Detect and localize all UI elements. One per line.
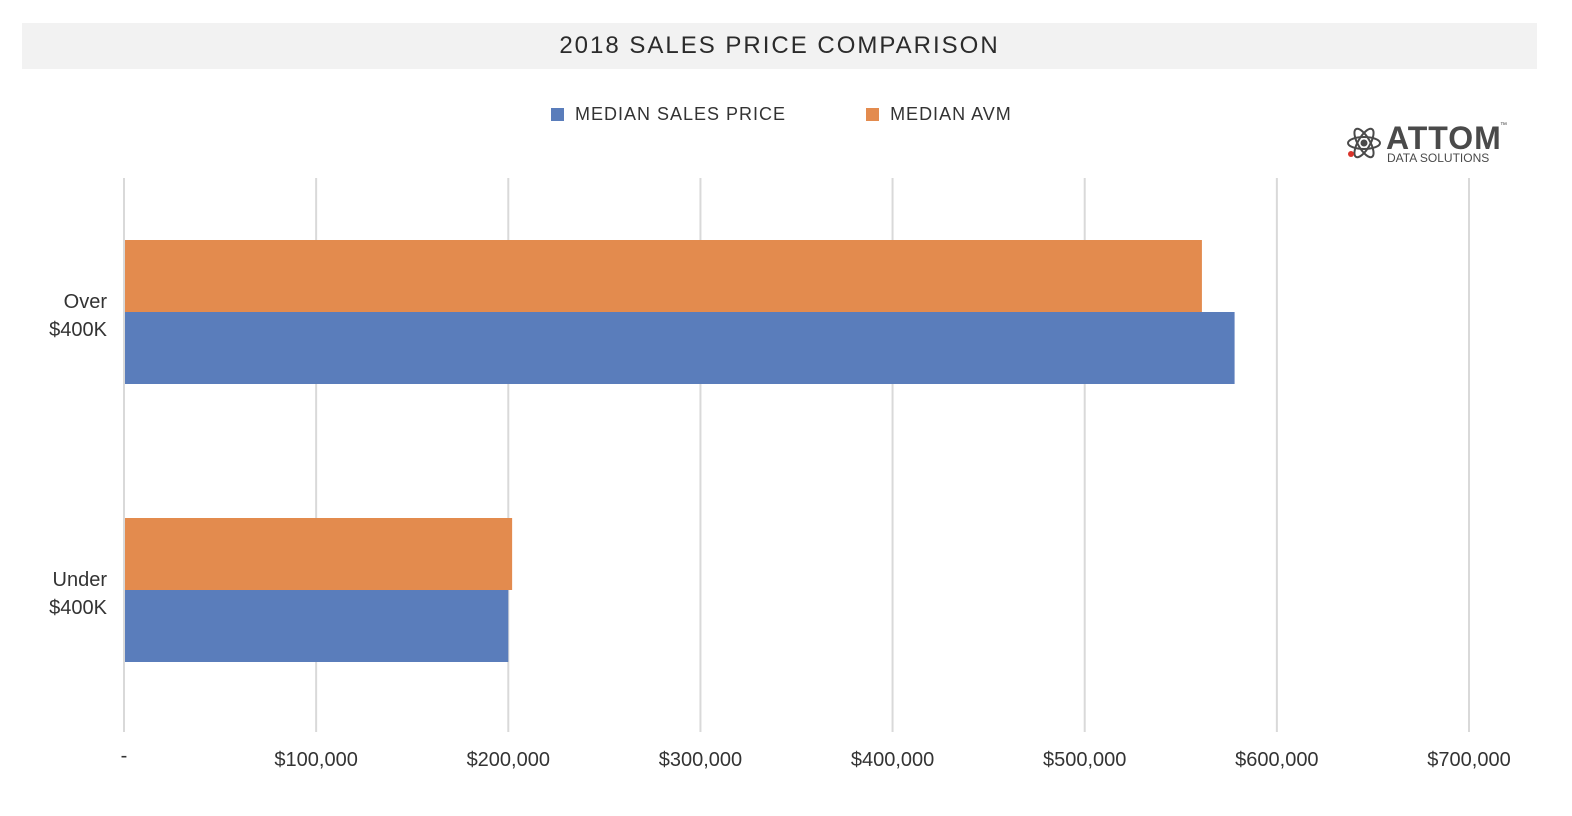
legend-label-median-avm: MEDIAN AVM bbox=[890, 104, 1012, 124]
legend-swatch-median-sales-price bbox=[551, 108, 564, 121]
x-tick-label: $100,000 bbox=[274, 749, 357, 771]
bars bbox=[125, 240, 1235, 662]
x-tick-label: $300,000 bbox=[659, 749, 742, 771]
bar-median-sales-price bbox=[125, 312, 1235, 384]
x-tick-label: $600,000 bbox=[1235, 749, 1318, 771]
x-tick-label: $700,000 bbox=[1427, 749, 1510, 771]
legend-item-median-avm: MEDIAN AVM bbox=[866, 104, 1012, 125]
y-axis-categories: Over $400K Under $400K bbox=[49, 291, 107, 619]
chart-legend: MEDIAN SALES PRICE MEDIAN AVM bbox=[551, 104, 1092, 125]
chart-title: 2018 SALES PRICE COMPARISON bbox=[559, 32, 1000, 59]
x-axis-ticks: - $100,000 $200,000 $300,000 $400,000 $500,00… bbox=[121, 745, 1511, 771]
x-tick-label: $200,000 bbox=[467, 749, 550, 771]
atom-logo-icon bbox=[1347, 127, 1381, 159]
x-tick-label: - bbox=[121, 745, 128, 767]
legend-item-median-sales-price: MEDIAN SALES PRICE bbox=[551, 104, 786, 125]
x-tick-label: $400,000 bbox=[851, 749, 934, 771]
logo-subtitle: DATA SOLUTIONS bbox=[1387, 151, 1490, 165]
bar-median-sales-price bbox=[125, 590, 509, 662]
chart-title-band: 2018 SALES PRICE COMPARISON bbox=[22, 23, 1537, 69]
category-label: Under $400K bbox=[49, 569, 107, 619]
category-label: Over $400K bbox=[49, 291, 107, 341]
x-tick-label: $500,000 bbox=[1043, 749, 1126, 771]
legend-swatch-median-avm bbox=[866, 108, 880, 121]
bar-median-avm bbox=[125, 240, 1202, 312]
bar-median-avm bbox=[125, 518, 513, 590]
logo-brand-text: ATTOM bbox=[1386, 120, 1502, 156]
logo-trademark: ™ bbox=[1500, 122, 1507, 129]
attom-logo: ATTOM ™ DATA SOLUTIONS bbox=[1344, 120, 1512, 166]
legend-label-median-sales-price: MEDIAN SALES PRICE bbox=[575, 104, 787, 124]
